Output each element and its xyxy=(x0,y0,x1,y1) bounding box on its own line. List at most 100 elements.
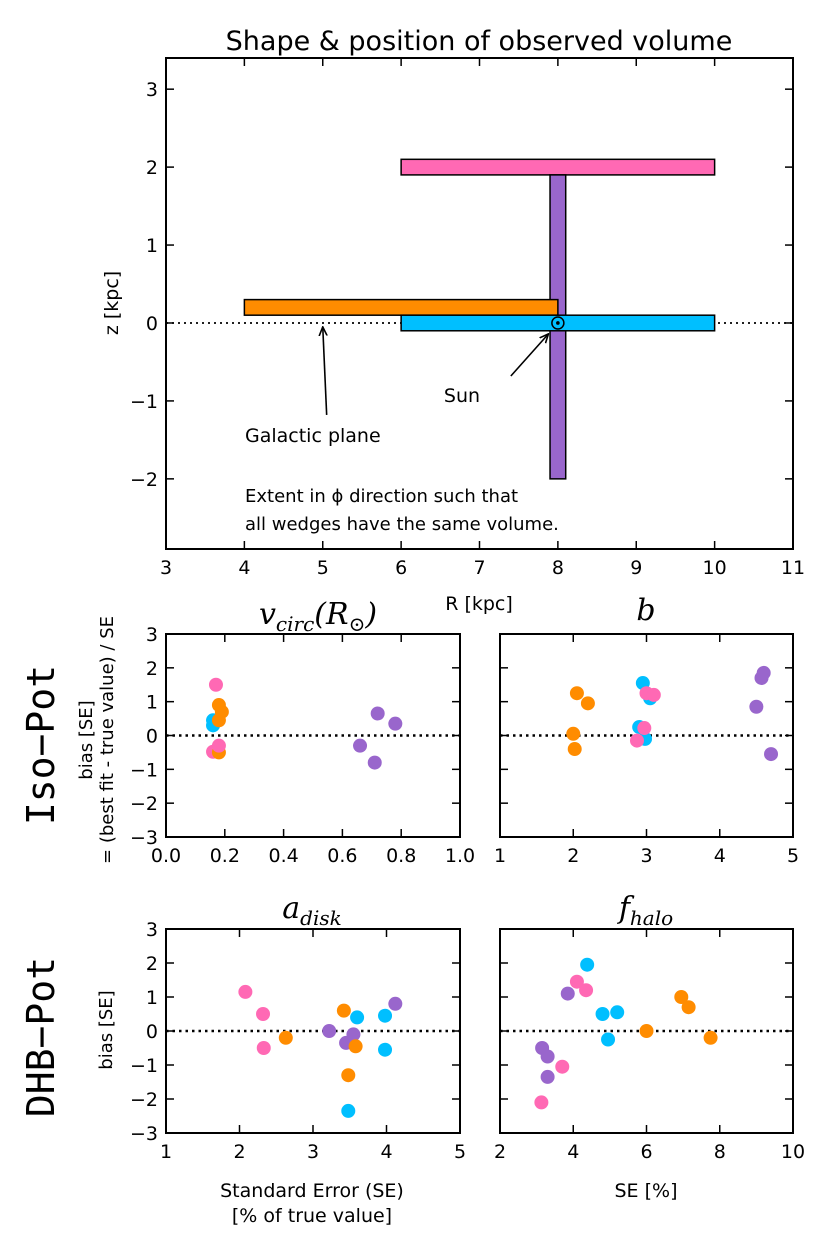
vcirc-xtick-label: 0.2 xyxy=(210,845,240,867)
vcirc-ytick-label: 3 xyxy=(146,624,158,646)
vcirc-ytick-label: −1 xyxy=(130,759,158,781)
fhalo-point-9 xyxy=(595,1007,610,1021)
adisk-point-0 xyxy=(238,984,253,999)
adisk-ytick-label: 0 xyxy=(146,1021,158,1043)
sun-symbol-dot xyxy=(556,321,560,325)
fhalo-point-7 xyxy=(579,983,594,998)
adisk-point-11 xyxy=(341,1103,356,1118)
vcirc-xtick-label: 0.4 xyxy=(268,845,298,867)
volume-xtick-label: 5 xyxy=(317,557,329,579)
fhalo-point-12 xyxy=(639,1024,654,1038)
vcirc-title-close: ) xyxy=(364,597,377,632)
fhalo-point-15 xyxy=(703,1030,718,1045)
adisk-ytick-label: 1 xyxy=(146,987,158,1009)
volume-note-line1: Extent in ϕ direction such that xyxy=(245,486,518,507)
adisk-point-7 xyxy=(346,1027,361,1042)
b-xtick-label: 2 xyxy=(567,845,579,867)
fhalo-point-6 xyxy=(569,974,584,989)
adisk-ytick-label: 2 xyxy=(146,953,158,975)
pink-wedge xyxy=(400,158,716,176)
orange-wedge xyxy=(243,298,559,316)
volume-note-line2: all wedges have the same volume. xyxy=(245,514,559,535)
b-xtick-label: 4 xyxy=(714,845,726,867)
adisk-point-14 xyxy=(388,996,403,1011)
vcirc-xtick-label: 0.6 xyxy=(327,845,357,867)
galactic-plane-arrow xyxy=(323,327,327,415)
adisk-point-2 xyxy=(256,1041,271,1055)
volume-ytick-label: 3 xyxy=(146,79,158,101)
fhalo-point-3 xyxy=(534,1095,549,1110)
fhalo-xtick-label: 6 xyxy=(640,1141,652,1163)
b-point-3 xyxy=(567,742,582,757)
vcirc-point-0 xyxy=(208,677,223,692)
b-xtick-label: 1 xyxy=(494,845,506,867)
volume-xlabel: R [kpc] xyxy=(445,593,513,615)
adisk-ytick-label: −3 xyxy=(130,1123,158,1145)
adisk-xtick-label: 4 xyxy=(380,1141,392,1163)
b-xtick-label: 3 xyxy=(640,845,652,867)
vcirc-point-12 xyxy=(367,755,382,770)
vcirc-point-7 xyxy=(211,713,226,728)
shared-ylabel-line2: = (best fit - true value) / SE xyxy=(97,616,118,864)
adisk-ytick-label: −2 xyxy=(130,1089,158,1111)
b-point-13 xyxy=(754,670,769,685)
vcirc-title: vcirc(R⊙) xyxy=(259,597,377,636)
adisk-point-12 xyxy=(378,1008,393,1023)
b-point-0 xyxy=(569,686,584,701)
adisk-xtick-label: 2 xyxy=(233,1141,245,1163)
volume-title: Shape & position of observed volume xyxy=(226,26,733,57)
adisk-xlabel2: [% of true value] xyxy=(232,1205,392,1227)
volume-ytick-label: 0 xyxy=(146,313,158,335)
vcirc-xtick-label: 0.0 xyxy=(151,845,181,867)
vcirc-point-9 xyxy=(370,706,385,721)
galactic-plane-label: Galactic plane xyxy=(245,425,381,447)
adisk-point-1 xyxy=(256,1007,271,1021)
fhalo-plot: 2 4 6 8 10 xyxy=(494,928,805,1163)
vcirc-point-8 xyxy=(211,738,226,753)
b-point-15 xyxy=(764,747,779,762)
fhalo-title-sub: halo xyxy=(630,906,673,930)
vcirc-ytick-label: −2 xyxy=(130,793,158,815)
adisk-frame xyxy=(165,928,461,1134)
adisk-point-13 xyxy=(378,1042,393,1057)
b-point-9 xyxy=(646,687,661,702)
adisk-title-a: a xyxy=(282,891,300,926)
adisk-plot: 1 2 3 4 5 −3 −2 −1 0 1 2 3 xyxy=(130,919,466,1163)
iso-pot-label: Iso−Pot xyxy=(19,665,63,825)
fhalo-point-4 xyxy=(555,1059,570,1074)
volume-ylabel: z [kpc] xyxy=(101,271,123,335)
vcirc-point-10 xyxy=(388,716,403,731)
sun-symbol xyxy=(551,316,565,330)
adisk-point-3 xyxy=(278,1030,293,1045)
b-point-14 xyxy=(749,699,764,714)
adisk-title-sub: disk xyxy=(300,906,342,930)
volume-xtick-label: 4 xyxy=(238,557,250,579)
adisk-xtick-label: 3 xyxy=(307,1141,319,1163)
b-plot: 1 2 3 4 5 xyxy=(494,633,799,867)
vcirc-title-R: (R xyxy=(314,597,348,632)
b-title: b xyxy=(636,593,655,628)
vcirc-title-sub: circ xyxy=(276,612,314,636)
adisk-ytick-label: −1 xyxy=(130,1055,158,1077)
b-point-11 xyxy=(629,733,644,748)
vcirc-frame xyxy=(165,633,461,838)
vcirc-xtick-label: 0.8 xyxy=(386,845,416,867)
volume-ytick-label: 1 xyxy=(146,235,158,257)
fhalo-xlabel: SE [%] xyxy=(615,1180,678,1202)
adisk-ylabel: bias [SE] xyxy=(96,990,117,1069)
fhalo-point-1 xyxy=(540,1049,555,1064)
shared-ylabel-line1: bias [SE] xyxy=(76,700,97,779)
adisk-xtick-label: 5 xyxy=(454,1141,466,1163)
fhalo-point-14 xyxy=(681,1000,696,1015)
fhalo-xtick-label: 4 xyxy=(567,1141,579,1163)
fhalo-xtick-label: 10 xyxy=(781,1141,805,1163)
vcirc-point-11 xyxy=(353,738,368,753)
fhalo-point-5 xyxy=(560,986,575,1001)
fhalo-point-13 xyxy=(674,990,689,1004)
volume-ytick-label: 2 xyxy=(146,157,158,179)
adisk-title: adisk xyxy=(282,891,341,930)
vcirc-ytick-label: 1 xyxy=(146,692,158,714)
volume-xtick-label: 9 xyxy=(630,557,642,579)
fhalo-xtick-label: 8 xyxy=(714,1141,726,1163)
